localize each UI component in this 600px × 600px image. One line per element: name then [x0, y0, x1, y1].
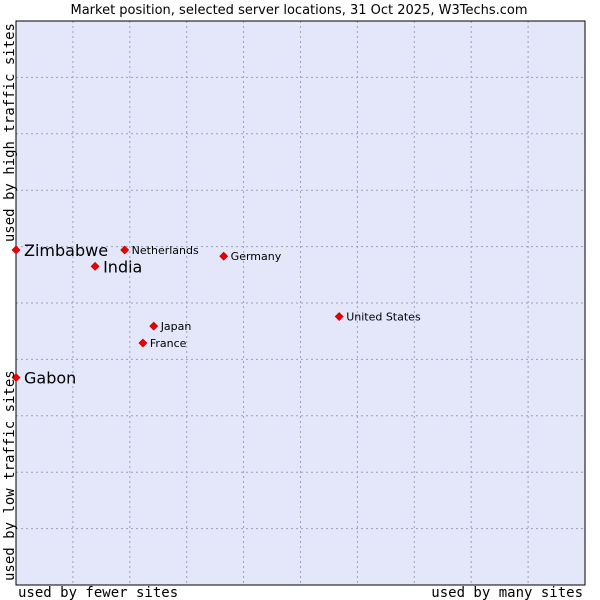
point-label-zimbabwe: Zimbabwe: [24, 241, 108, 260]
data-point-france: France: [138, 337, 187, 350]
plot-border: [15, 20, 586, 586]
data-point-united-states: United States: [334, 311, 421, 324]
data-point-japan: Japan: [149, 320, 192, 333]
point-label-united-states: United States: [346, 311, 421, 324]
point-label-gabon: Gabon: [24, 368, 76, 387]
point-marker-united-states: [334, 312, 344, 321]
point-label-germany: Germany: [231, 250, 282, 263]
data-point-netherlands: Netherlands: [120, 244, 199, 257]
point-label-netherlands: Netherlands: [132, 244, 199, 257]
y-axis-label-bottom: used by low traffic sites: [2, 370, 18, 581]
point-label-france: France: [150, 337, 187, 350]
data-point-zimbabwe: Zimbabwe: [11, 241, 108, 260]
data-point-gabon: Gabon: [11, 368, 76, 387]
chart-title: Market position, selected server locatio…: [70, 3, 527, 18]
point-label-japan: Japan: [160, 320, 192, 333]
point-label-india: India: [103, 257, 142, 276]
point-marker-germany: [219, 251, 229, 261]
point-marker-zimbabwe: [11, 245, 21, 255]
point-marker-france: [138, 338, 148, 348]
data-point-germany: Germany: [219, 250, 282, 263]
data-point-india: India: [90, 257, 142, 276]
grid-lines: [16, 21, 585, 585]
point-marker-netherlands: [120, 245, 130, 255]
x-axis-label-left: used by fewer sites: [18, 585, 178, 600]
point-marker-india: [90, 261, 100, 271]
x-axis-label-right: used by many sites: [431, 585, 583, 600]
point-marker-gabon: [11, 373, 21, 382]
y-axis-label-top: used by high traffic sites: [2, 23, 18, 242]
point-marker-japan: [149, 321, 159, 331]
